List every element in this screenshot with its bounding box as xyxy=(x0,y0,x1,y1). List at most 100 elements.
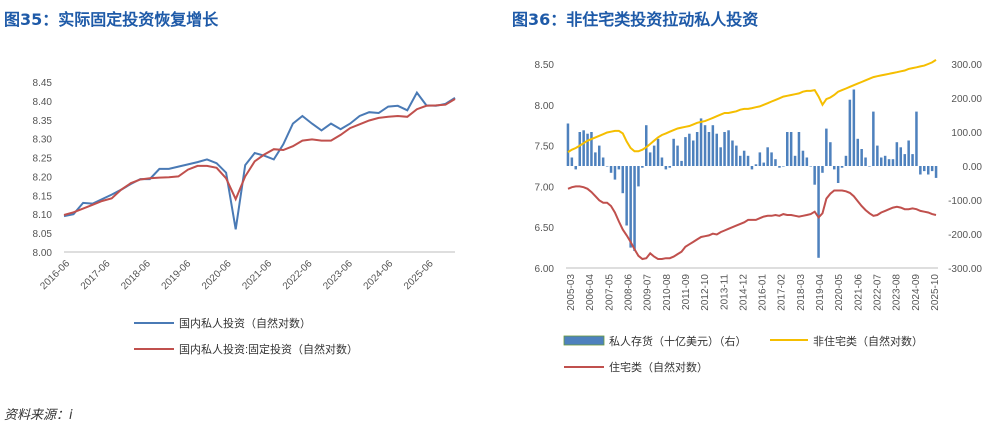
left-y-tick-label: 7.50 xyxy=(535,142,555,153)
bar xyxy=(934,166,938,178)
bar xyxy=(629,166,632,248)
bar xyxy=(805,157,809,166)
bar xyxy=(801,150,805,166)
bar xyxy=(774,159,777,166)
legend-label-residential: 住宅类（自然对数） xyxy=(609,360,708,374)
x-tick-label: 2013-11 xyxy=(719,274,730,310)
bar xyxy=(609,166,613,173)
bar xyxy=(754,164,758,166)
right-y-tick-label: -300.00 xyxy=(948,264,982,275)
bar xyxy=(840,166,844,168)
x-tick-label: 2005-03 xyxy=(566,274,577,311)
bar xyxy=(770,152,773,166)
x-tick-label: 2012-10 xyxy=(700,274,711,311)
bar xyxy=(919,166,922,175)
right-y-tick-label: -200.00 xyxy=(948,230,982,241)
bar xyxy=(586,133,589,166)
x-tick-label: 2023-06 xyxy=(321,258,355,292)
bar xyxy=(711,125,715,166)
bar xyxy=(887,159,891,166)
x-tick-label: 2020-06 xyxy=(200,258,234,292)
bar xyxy=(848,99,852,166)
x-tick-label: 2022-06 xyxy=(281,258,315,292)
bar xyxy=(872,111,875,166)
bar xyxy=(891,159,895,166)
bar xyxy=(739,155,742,166)
left-chart: 8.00 8.05 8.10 8.15 8.20 8.25 8.30 8.35 8.40 8.45… xyxy=(33,78,456,356)
bar xyxy=(703,125,707,166)
bar xyxy=(844,155,848,166)
x-tick-label: 2017-02 xyxy=(777,274,788,311)
bar xyxy=(746,155,750,166)
bar xyxy=(664,166,668,170)
bar xyxy=(590,132,593,166)
y-tick-label: 8.00 xyxy=(33,248,53,259)
bar xyxy=(762,162,766,166)
legend-label-bars: 私人存货（十亿美元）（右） xyxy=(609,334,747,348)
source-note: 资料来源：i xyxy=(4,408,73,423)
bar xyxy=(809,166,813,167)
legend-label-2: 国内私人投资:固定投资（自然对数） xyxy=(179,342,358,356)
x-tick-label: 2023-08 xyxy=(892,274,903,311)
bar xyxy=(613,166,617,180)
bar xyxy=(684,137,687,166)
x-tick-label: 2018-06 xyxy=(119,258,153,292)
x-tick-label: 2024-09 xyxy=(911,274,922,311)
bar xyxy=(852,89,856,166)
bar xyxy=(876,145,879,166)
bar xyxy=(582,130,585,166)
bar xyxy=(782,166,785,167)
bar xyxy=(778,166,781,168)
left-y-tick-label: 6.00 xyxy=(535,264,555,275)
bar xyxy=(660,157,664,166)
legend-label-1: 国内私人投资（自然对数） xyxy=(179,316,311,330)
x-tick-label: 2025-10 xyxy=(930,274,941,311)
bar xyxy=(598,145,601,166)
bar xyxy=(688,133,691,166)
bar xyxy=(601,157,605,166)
bar xyxy=(692,140,695,166)
x-tick-label: 2010-08 xyxy=(662,274,673,311)
left-chart-title: 图35：实际固定投资恢复增长 xyxy=(4,10,219,29)
right-y-tick-label: 100.00 xyxy=(951,128,982,139)
x-tick-label: 2019-06 xyxy=(160,258,194,292)
line-series-2 xyxy=(567,185,937,261)
y-tick-label: 8.25 xyxy=(33,154,53,165)
x-tick-label: 2016-06 xyxy=(38,258,72,292)
bar xyxy=(786,132,789,166)
bar xyxy=(880,157,883,166)
bar xyxy=(868,166,871,167)
bar xyxy=(617,166,621,170)
legend-label-nonresidential: 非住宅类（自然对数） xyxy=(813,334,923,348)
bar xyxy=(927,166,930,175)
x-tick-label: 2009-07 xyxy=(643,274,654,311)
x-tick-label: 2024-06 xyxy=(362,258,396,292)
bar xyxy=(719,147,722,166)
bar xyxy=(695,132,699,166)
y-tick-label: 8.40 xyxy=(33,97,53,108)
bar xyxy=(793,155,797,166)
bar xyxy=(907,140,910,166)
bar xyxy=(864,157,867,166)
y-tick-label: 8.35 xyxy=(33,116,53,127)
bar xyxy=(766,147,769,166)
bar xyxy=(789,132,793,166)
bar xyxy=(594,152,597,166)
bar xyxy=(641,166,644,168)
bar xyxy=(676,145,679,166)
bar xyxy=(797,132,801,166)
x-tick-label: 2021-06 xyxy=(240,258,274,292)
y-tick-label: 8.45 xyxy=(33,78,53,89)
legend-swatch-bars xyxy=(563,335,605,346)
bar xyxy=(899,147,903,166)
y-tick-label: 8.20 xyxy=(33,172,53,183)
bar xyxy=(883,155,887,166)
bar xyxy=(903,154,907,166)
bar xyxy=(652,145,656,166)
bar xyxy=(570,157,574,166)
x-tick-label: 2018-03 xyxy=(796,274,807,311)
y-tick-label: 8.05 xyxy=(33,229,53,240)
bar xyxy=(605,166,609,167)
bar xyxy=(813,166,816,185)
right-chart-title: 图36：非住宅类投资拉动私人投资 xyxy=(512,10,759,29)
